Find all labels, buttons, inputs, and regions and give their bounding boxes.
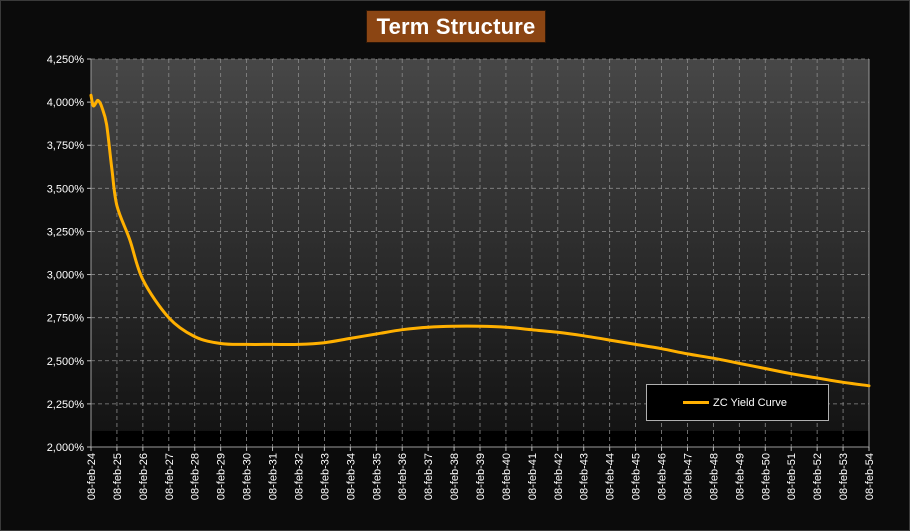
x-tick-label: 08-feb-37 (423, 453, 435, 500)
y-tick-label: 3,000% (47, 270, 85, 282)
x-tick-label: 08-feb-30 (242, 453, 254, 500)
y-axis: 2,000% 2,250% 2,500% 2,750% 3,000% 3,250% 3,50… (47, 54, 91, 454)
x-tick-label: 08-feb-49 (734, 453, 746, 500)
x-tick-label: 08-feb-53 (838, 453, 850, 500)
x-tick-label: 08-feb-43 (579, 453, 591, 500)
x-tick-label: 08-feb-45 (631, 453, 643, 500)
x-tick-label: 08-feb-35 (371, 453, 383, 500)
x-tick-label: 08-feb-39 (475, 453, 487, 500)
x-tick-label: 08-feb-50 (760, 453, 772, 500)
x-tick-label: 08-feb-27 (164, 453, 176, 500)
chart-title-box: Term Structure (366, 10, 546, 43)
x-tick-label: 08-feb-41 (527, 453, 539, 500)
x-tick-label: 08-feb-26 (138, 453, 150, 500)
x-tick-label: 08-feb-51 (786, 453, 798, 500)
x-tick-label: 08-feb-34 (345, 453, 357, 500)
x-tick-label: 08-feb-29 (216, 453, 228, 500)
y-tick-label: 4,250% (47, 54, 85, 66)
x-tick-label: 08-feb-52 (812, 453, 824, 500)
y-tick-label: 3,750% (47, 140, 85, 152)
x-tick-label: 08-feb-48 (708, 453, 720, 500)
y-tick-label: 3,250% (47, 226, 85, 238)
x-tick-label: 08-feb-54 (864, 453, 876, 500)
x-axis: 08-feb-24 08-feb-25 08-feb-26 08-feb-27 08-f… (86, 447, 876, 500)
x-tick-label: 08-feb-42 (553, 453, 565, 500)
x-tick-label: 08-feb-25 (112, 453, 124, 500)
x-tick-label: 08-feb-24 (86, 453, 98, 500)
x-tick-label: 08-feb-44 (605, 453, 617, 500)
y-tick-label: 4,000% (47, 97, 85, 109)
y-tick-label: 2,000% (47, 442, 85, 454)
x-tick-label: 08-feb-31 (268, 453, 280, 500)
chart-title: Term Structure (376, 13, 536, 39)
x-tick-label: 08-feb-36 (397, 453, 409, 500)
grid-lines (90, 58, 870, 448)
x-tick-label: 08-feb-46 (657, 453, 669, 500)
y-tick-label: 2,750% (47, 313, 85, 325)
y-tick-label: 3,500% (47, 183, 85, 195)
x-tick-label: 08-feb-40 (501, 453, 513, 500)
y-tick-label: 2,500% (47, 356, 85, 368)
x-tick-label: 08-feb-47 (682, 453, 694, 500)
legend: ZC Yield Curve (646, 384, 829, 421)
y-tick-label: 2,250% (47, 399, 85, 411)
x-tick-label: 08-feb-32 (293, 453, 305, 500)
x-tick-label: 08-feb-28 (190, 453, 202, 500)
legend-label: ZC Yield Curve (713, 396, 787, 409)
x-tick-label: 08-feb-38 (449, 453, 461, 500)
x-tick-label: 08-feb-33 (319, 453, 331, 500)
series-line-zc-yield-curve (89, 93, 871, 388)
legend-swatch (683, 401, 709, 404)
